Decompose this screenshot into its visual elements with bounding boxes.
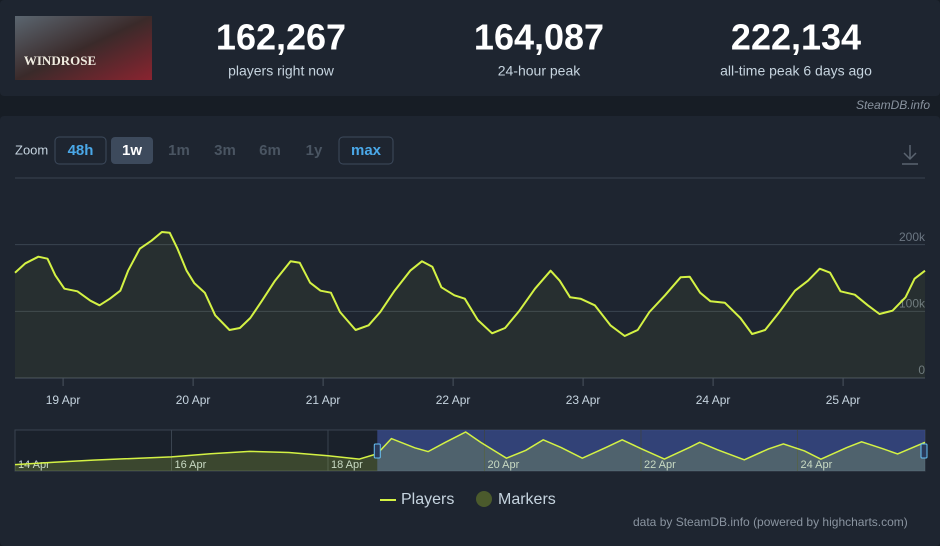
stat-label: players right now	[228, 63, 335, 79]
x-tick-label: 23 Apr	[566, 393, 601, 407]
y-tick-label: 200k	[899, 230, 926, 244]
navigator-selection	[377, 430, 926, 471]
zoom-option[interactable]: 1m	[168, 142, 190, 159]
y-tick-label: 100k	[899, 297, 926, 311]
zoom-option[interactable]: 48h	[68, 142, 94, 159]
legend-marker	[476, 491, 492, 507]
stat-value: 162,267	[216, 17, 346, 58]
zoom-option[interactable]: max	[351, 142, 382, 159]
x-tick-label: 21 Apr	[306, 393, 341, 407]
logo-text: WINDROSE	[24, 53, 96, 68]
credits: data by SteamDB.info (powered by highcha…	[633, 515, 908, 529]
header-panel	[0, 0, 940, 96]
x-tick-label: 20 Apr	[176, 393, 211, 407]
stat-label: 24-hour peak	[498, 63, 582, 79]
x-tick-label: 25 Apr	[826, 393, 861, 407]
navigator-tick-label: 16 Apr	[174, 459, 206, 471]
navigator-tick-label: 20 Apr	[487, 459, 519, 471]
zoom-option[interactable]: 1w	[122, 142, 142, 159]
navigator-tick-label: 18 Apr	[331, 459, 363, 471]
navigator-handle[interactable]	[373, 443, 381, 459]
stat-label: all-time peak 6 days ago	[720, 63, 872, 79]
zoom-button[interactable]	[54, 136, 107, 165]
x-tick-label: 22 Apr	[436, 393, 471, 407]
navigator-line	[14, 431, 926, 466]
zoom-option[interactable]: 1y	[306, 142, 323, 159]
x-tick-label: 24 Apr	[696, 393, 731, 407]
navigator-tick-label: 22 Apr	[644, 459, 676, 471]
navigator-handle[interactable]	[920, 443, 928, 459]
navigator-tick-label: 24 Apr	[800, 459, 832, 471]
x-tick-label: 19 Apr	[46, 393, 81, 407]
zoom-option[interactable]: 3m	[214, 142, 236, 159]
source: SteamDB.info	[856, 98, 930, 112]
stat-value: 222,134	[731, 17, 861, 58]
zoom-button[interactable]	[111, 137, 153, 164]
navigator-tick-label: 14 Apr	[18, 459, 50, 471]
stat-value: 164,087	[474, 17, 604, 58]
download-icon[interactable]	[902, 145, 918, 165]
navigator-area	[15, 432, 925, 471]
y-tick-label: 0	[918, 363, 925, 377]
series-area	[15, 232, 925, 378]
legend-label[interactable]: Players	[401, 491, 454, 508]
series-line	[14, 231, 926, 337]
zoom-option[interactable]: 6m	[259, 142, 281, 159]
game-logo	[15, 16, 152, 80]
legend-label[interactable]: Markers	[498, 491, 556, 508]
zoom-label: Zoom	[15, 142, 48, 157]
zoom-button[interactable]	[338, 136, 394, 165]
